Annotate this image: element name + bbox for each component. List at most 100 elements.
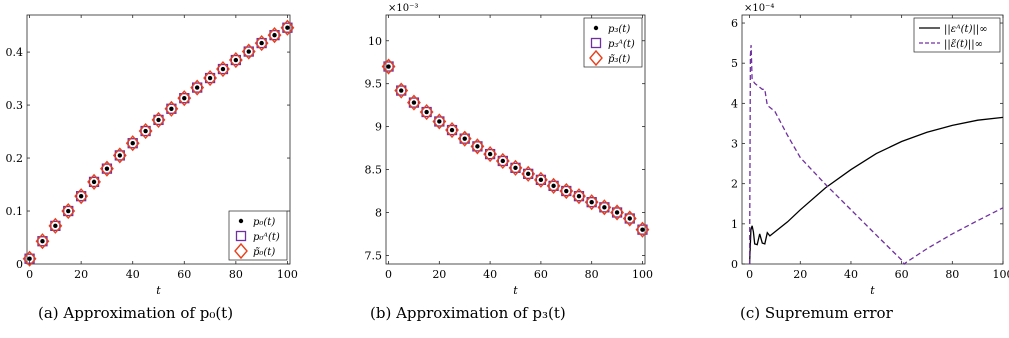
point-exact-12 xyxy=(538,177,544,183)
point-tilde-1 xyxy=(394,82,409,99)
point-approx-18 xyxy=(256,37,267,49)
point-tilde-5 xyxy=(87,173,101,190)
axes-box xyxy=(741,14,1004,265)
point-tilde-3 xyxy=(61,202,76,220)
point-tilde-12 xyxy=(177,90,192,107)
point-approx-11 xyxy=(523,168,534,179)
point-approx-8 xyxy=(127,138,138,149)
point-approx-7 xyxy=(114,150,125,161)
series-line-0 xyxy=(748,116,1004,265)
point-approx-2 xyxy=(50,220,61,232)
exponent-label: ×10⁻⁴ xyxy=(744,3,774,14)
point-tilde-20 xyxy=(635,221,650,238)
x-tick-label: 0 xyxy=(385,268,392,281)
point-exact-8 xyxy=(130,141,135,146)
point-approx-11 xyxy=(166,103,177,114)
point-tilde-9 xyxy=(495,152,510,170)
point-tilde-16 xyxy=(228,51,243,69)
point-approx-5 xyxy=(446,124,458,136)
point-exact-9 xyxy=(500,158,506,164)
point-exact-4 xyxy=(78,193,84,199)
point-exact-6 xyxy=(462,136,467,141)
x-axis-label: t xyxy=(870,284,875,297)
point-tilde-3 xyxy=(419,103,434,121)
y-tick-label: 0 xyxy=(731,258,738,271)
point-approx-1 xyxy=(396,85,407,96)
point-tilde-11 xyxy=(164,100,179,117)
point-exact-20 xyxy=(640,227,645,232)
point-exact-17 xyxy=(246,49,251,54)
exponent-label: ×10⁻³ xyxy=(388,3,418,14)
point-tilde-9 xyxy=(138,122,153,140)
point-tilde-13 xyxy=(190,79,205,96)
point-approx-14 xyxy=(561,185,572,197)
x-tick-label: 40 xyxy=(844,268,858,281)
y-tick-label: 3 xyxy=(731,138,738,151)
point-exact-10 xyxy=(513,165,518,171)
point-approx-0 xyxy=(383,61,394,72)
point-exact-16 xyxy=(233,57,239,63)
legend-label: ||εᴬ(t)||∞ xyxy=(944,24,988,35)
point-tilde-8 xyxy=(125,135,140,152)
point-tilde-5 xyxy=(445,121,459,139)
point-exact-17 xyxy=(602,205,607,210)
x-tick-label: 40 xyxy=(126,268,140,281)
point-tilde-15 xyxy=(216,60,230,78)
point-approx-10 xyxy=(510,162,521,173)
y-tick-label: 0.3 xyxy=(6,99,24,112)
point-approx-12 xyxy=(535,174,547,186)
point-approx-12 xyxy=(179,93,190,104)
x-tick-label: 20 xyxy=(793,268,807,281)
series-2 xyxy=(22,19,295,267)
legend-box xyxy=(228,210,288,261)
point-exact-11 xyxy=(525,171,531,177)
x-tick-label: 100 xyxy=(993,268,1009,281)
point-tilde-16 xyxy=(584,194,599,211)
point-approx-16 xyxy=(230,54,242,66)
point-exact-20 xyxy=(285,25,290,30)
point-exact-4 xyxy=(437,119,442,124)
point-exact-3 xyxy=(66,208,71,214)
x-axis-label: t xyxy=(156,284,161,297)
point-tilde-4 xyxy=(74,188,89,205)
point-approx-legend-1 xyxy=(235,230,247,242)
x-tick-label: 20 xyxy=(74,268,88,281)
y-tick-label: 2 xyxy=(731,178,738,191)
chart-2: 0 20 40 60 80 100 0 1 2 3 4 5 6 t ×10⁻⁴ ||εᴬ(t)||∞ ||ε̃(… xyxy=(731,3,1009,297)
point-approx-19 xyxy=(269,29,280,41)
axes-box xyxy=(385,14,646,265)
point-tilde-11 xyxy=(521,165,536,182)
y-tick-label: 8 xyxy=(375,206,382,219)
y-tick-label: 0 xyxy=(16,258,23,271)
series-2 xyxy=(381,58,650,238)
point-exact-9 xyxy=(143,128,148,134)
point-tilde-18 xyxy=(254,35,269,52)
y-tick-label: 0.4 xyxy=(6,46,24,59)
point-exact-8 xyxy=(487,151,493,157)
x-tick-label: 60 xyxy=(895,268,909,281)
chart-1: 0 20 40 60 80 100 7.5 8 8.5 9 9.5 10 t ×10⁻³ p₃(t) p₃ᴬ(… xyxy=(365,3,653,297)
x-tick-label: 100 xyxy=(632,268,653,281)
chart-0: 0 20 40 60 80 100 0 0.1 0.2 0.3 0.4 t p₀(t) p₀ᴬ(t) p̃₀… xyxy=(6,14,298,297)
legend: p₀(t) p₀ᴬ(t) p̃₀(t) xyxy=(228,210,288,261)
point-exact-1 xyxy=(399,88,404,93)
legend-label: p₀(t) xyxy=(253,217,275,228)
point-tilde-legend-2 xyxy=(589,49,603,67)
y-tick-label: 6 xyxy=(731,17,738,30)
point-exact-15 xyxy=(220,66,226,72)
point-approx-4 xyxy=(75,191,87,202)
point-tilde-6 xyxy=(100,160,114,177)
point-approx-3 xyxy=(421,106,432,118)
point-approx-6 xyxy=(459,133,470,144)
point-exact-2 xyxy=(411,100,417,105)
point-exact-2 xyxy=(53,223,58,229)
point-tilde-2 xyxy=(48,217,63,234)
point-tilde-10 xyxy=(508,159,523,176)
series-1 xyxy=(383,61,648,235)
legend-label: p₃ᴬ(t) xyxy=(608,39,635,50)
point-exact-11 xyxy=(169,106,174,111)
point-tilde-14 xyxy=(203,69,217,87)
caption-b: (b) Approximation of p₃(t) xyxy=(370,304,566,322)
point-exact-14 xyxy=(564,188,569,194)
